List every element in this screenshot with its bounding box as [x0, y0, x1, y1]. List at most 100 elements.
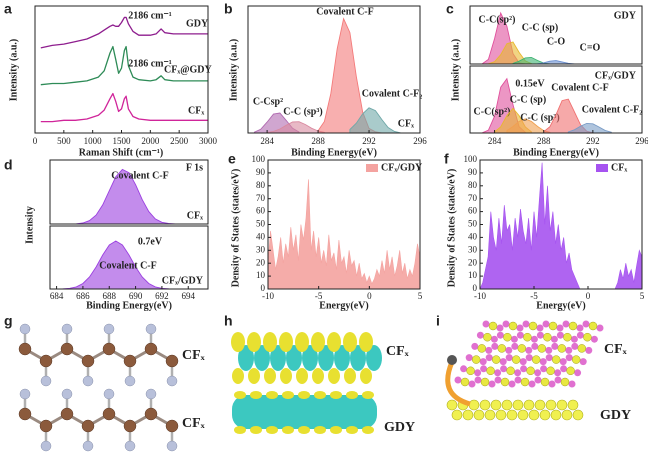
x-axis-label: Binding Energy(eV): [513, 147, 599, 158]
series-label: Covalent C-F: [99, 260, 157, 271]
fluorine-atom: [582, 320, 590, 328]
fluorine-atom: [166, 440, 178, 452]
y-tick-label: 100: [252, 154, 266, 164]
fluorine-atom: [585, 346, 593, 354]
charge-density: [346, 391, 358, 399]
carbon-atom: [543, 332, 552, 342]
carbon-atom: [517, 344, 527, 353]
fluorine-atom: [508, 380, 516, 388]
carbon-atom: [446, 399, 458, 411]
y-tick-label: 40: [468, 231, 478, 241]
carbon-atom: [503, 332, 512, 342]
charge-density: [298, 391, 310, 399]
carbon-atom: [566, 366, 575, 376]
fluorine-atom: [579, 358, 587, 366]
carbon-atom: [508, 321, 518, 331]
sample-label: CFₓ: [398, 118, 414, 129]
carbon-atom: [567, 399, 579, 411]
fluorine-atom: [554, 369, 562, 377]
carbon-atom: [506, 366, 515, 376]
x-tick-label: 288: [311, 136, 325, 146]
series-label: Covalent C-F₂: [362, 88, 423, 99]
carbon-atom: [517, 409, 529, 421]
carbon-atom: [479, 399, 491, 411]
x-tick-label: 1000: [84, 136, 103, 146]
panel-letter: d: [4, 157, 13, 173]
fluorine-atom: [496, 331, 504, 339]
panel-letter: f: [444, 151, 449, 167]
fluorine-atom: [520, 365, 528, 373]
y-tick-label: 50: [256, 219, 266, 229]
carbon-atom: [511, 355, 521, 364]
carbon-atom: [534, 399, 546, 411]
x-tick-label: 5: [640, 291, 645, 301]
charge-density: [263, 332, 277, 352]
fluorine-atom: [61, 323, 73, 335]
structure-label: GDY: [384, 420, 415, 435]
series-label: C-C (sp³): [520, 112, 559, 123]
x-tick-label: -5: [315, 291, 323, 301]
x-tick-label: 288: [537, 136, 551, 146]
y-axis-label: Intensity (a.u.): [450, 39, 461, 102]
x-tick-label: 296: [635, 136, 648, 146]
fluorine-atom: [82, 375, 94, 387]
charge-density: [234, 391, 246, 399]
fluorine-atom: [545, 354, 553, 362]
carbon-atom: [548, 321, 558, 331]
charge-density: [264, 368, 276, 384]
panel-letter: h: [224, 313, 233, 329]
carbon-atom: [488, 321, 498, 331]
y-tick-label: 20: [468, 257, 478, 267]
carbon-atom: [531, 355, 541, 364]
charge-density: [282, 426, 294, 434]
y-tick-label: 10: [468, 270, 478, 280]
fluorine-atom: [574, 369, 582, 377]
carbon-atom: [526, 366, 535, 376]
charge-density: [282, 391, 294, 399]
charge-density: [248, 368, 260, 384]
fluorine-atom: [103, 388, 115, 400]
fluorine-atom: [554, 376, 562, 384]
panel-letter: g: [4, 313, 13, 329]
carbon-atom: [466, 366, 475, 376]
series-label: C-C(sp²): [479, 14, 516, 25]
x-tick-label: 2000: [141, 136, 160, 146]
series-label: C-Csp²: [253, 96, 283, 107]
carbon-atom: [540, 377, 550, 387]
carbon-atom: [500, 377, 510, 387]
carbon-atom: [483, 332, 492, 342]
fluorine-atom: [556, 331, 564, 339]
y-axis-label: Intensity: [24, 206, 35, 244]
fluorine-atom: [510, 335, 518, 343]
y-tick-label: 20: [256, 257, 266, 267]
charge-density: [298, 426, 310, 434]
x-tick-label: -10: [474, 291, 486, 301]
fluorine-atom: [465, 354, 473, 362]
carbon-atom: [571, 355, 581, 364]
series-label: GDY: [186, 18, 209, 29]
x-axis-label: Binding Energy(eV): [291, 147, 377, 158]
axis-frame: [49, 159, 209, 225]
series-label: C-C (sp): [510, 94, 546, 105]
fluorine-atom: [482, 320, 490, 328]
x-tick-label: 694: [182, 291, 196, 301]
y-tick-label: 70: [468, 193, 478, 203]
fluorine-atom: [576, 331, 584, 339]
fluorine-atom: [556, 324, 564, 332]
series-area: [479, 162, 643, 290]
x-tick-label: 692: [155, 291, 169, 301]
legend-label: CFₓ/GDY: [381, 162, 423, 173]
x-tick-label: 684: [50, 291, 64, 301]
fluorine-atom: [565, 346, 573, 354]
x-tick-label: 686: [76, 291, 90, 301]
carbon-atom: [491, 355, 501, 364]
fluorine-atom: [505, 346, 513, 354]
charge-density: [366, 345, 382, 371]
legend-swatch: [596, 164, 608, 172]
carbon-atom: [18, 342, 32, 356]
carbon-atom: [468, 399, 480, 411]
charge-density: [318, 345, 334, 371]
transfer-arrow: [445, 361, 471, 407]
charge-density: [232, 368, 244, 384]
carbon-atom: [81, 354, 95, 368]
